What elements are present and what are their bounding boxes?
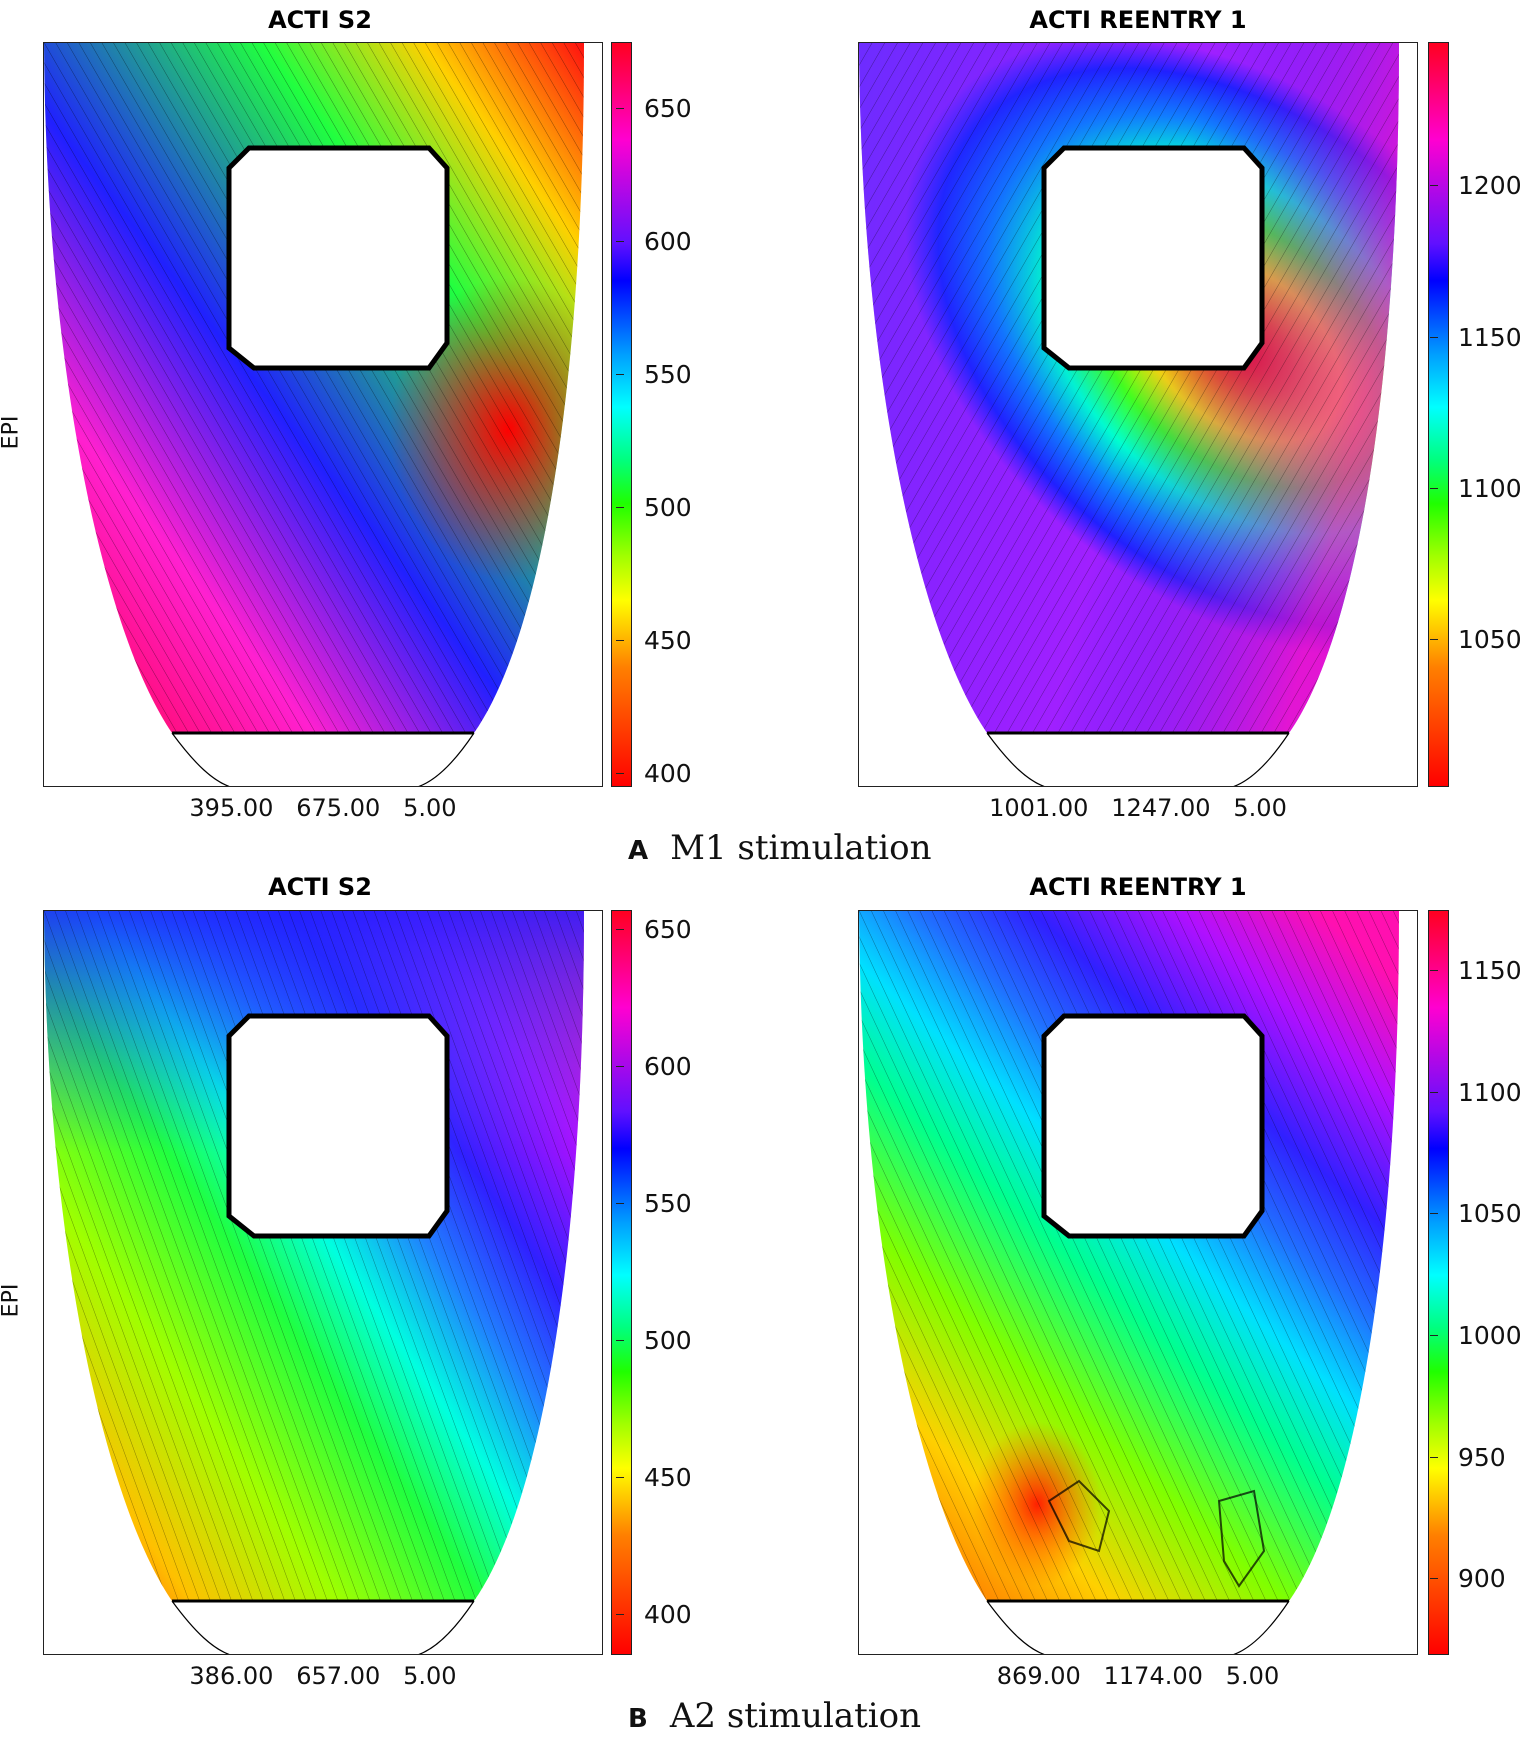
colorbar-tick-label: 600	[616, 227, 692, 256]
ablation-hole	[1041, 145, 1265, 371]
colorbar-tick-label: 550	[616, 1189, 692, 1218]
colorbar-tick-label: 1100	[1430, 1078, 1522, 1107]
colorbar-tick-label: 400	[616, 759, 692, 788]
ablation-hole	[1041, 1013, 1265, 1239]
x-axis-label: 386.00 657.00 5.00	[189, 1662, 457, 1690]
colorbar-tick-label: 1150	[1430, 956, 1522, 985]
colorbar-tick-label: 500	[616, 1326, 692, 1355]
panel-title: ACTI S2	[268, 873, 372, 901]
caption-text: M1 stimulation	[670, 828, 932, 868]
caption-text: A2 stimulation	[669, 1696, 921, 1736]
y-axis-label: EPI	[0, 1283, 24, 1318]
colorbar-tick-label: 450	[616, 1463, 692, 1492]
x-axis-label: 1001.00 1247.00 5.00	[989, 794, 1287, 822]
colorbar-tick-label: 1200	[1430, 171, 1522, 200]
y-axis-label: EPI	[0, 415, 24, 450]
colorbar-tick-label: 400	[616, 1600, 692, 1629]
activation-map	[859, 43, 1399, 786]
caption-letter: A	[628, 836, 649, 866]
ablation-hole	[226, 1013, 450, 1239]
ablation-hole	[226, 145, 450, 371]
colorbar-tick-label: 1100	[1430, 474, 1522, 503]
colorbar-tick-label: 650	[616, 915, 692, 944]
colorbar	[1428, 910, 1449, 1655]
colorbar-tick-label: 950	[1430, 1443, 1506, 1472]
activation-map	[859, 911, 1399, 1654]
caption-letter: B	[628, 1704, 648, 1734]
colorbar-tick-label: 600	[616, 1052, 692, 1081]
panel-title: ACTI REENTRY 1	[1029, 6, 1247, 34]
contour-plot-frame	[858, 42, 1418, 787]
colorbar-tick-label: 1000	[1430, 1321, 1522, 1350]
colorbar-tick-label: 1050	[1430, 1199, 1522, 1228]
caption-a: A M1 stimulation	[628, 828, 932, 868]
colorbar-tick-label: 1050	[1430, 625, 1522, 654]
contour-plot-frame	[43, 910, 603, 1655]
colorbar-tick-label: 500	[616, 493, 692, 522]
colorbar-tick-label: 650	[616, 94, 692, 123]
panel-title: ACTI REENTRY 1	[1029, 873, 1247, 901]
activation-map	[44, 911, 584, 1654]
colorbar-tick-label: 550	[616, 360, 692, 389]
colorbar-tick-label: 1150	[1430, 323, 1522, 352]
colorbar	[611, 42, 632, 787]
colorbar-tick-label: 450	[616, 626, 692, 655]
colorbar	[611, 910, 632, 1655]
activation-map	[44, 43, 584, 786]
colorbar	[1428, 42, 1449, 787]
contour-plot-frame	[858, 910, 1418, 1655]
x-axis-label: 395.00 675.00 5.00	[189, 794, 457, 822]
colorbar-tick-label: 900	[1430, 1564, 1506, 1593]
panel-title: ACTI S2	[268, 6, 372, 34]
contour-plot-frame	[43, 42, 603, 787]
x-axis-label: 869.00 1174.00 5.00	[996, 1662, 1280, 1690]
caption-b: B A2 stimulation	[628, 1696, 921, 1736]
